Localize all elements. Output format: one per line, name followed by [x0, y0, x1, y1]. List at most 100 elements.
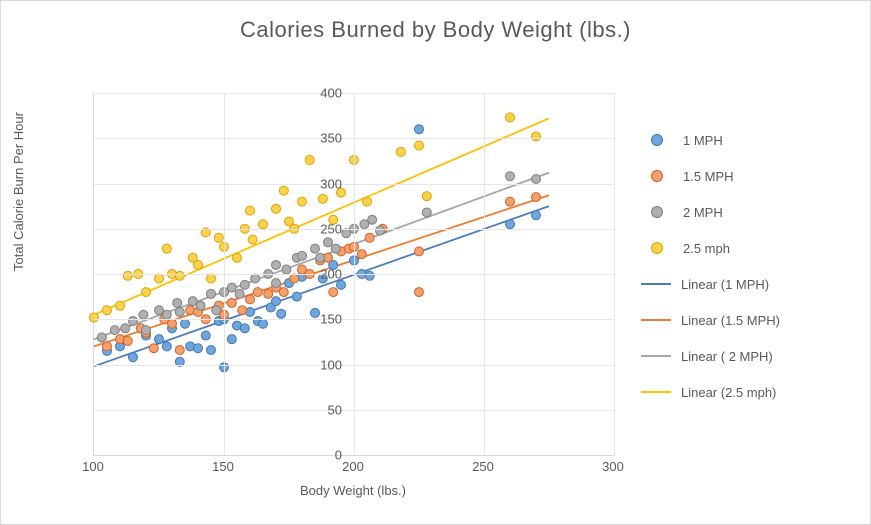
- data-point: [175, 346, 184, 355]
- data-point: [207, 274, 216, 283]
- data-point: [123, 336, 132, 345]
- data-point: [415, 141, 424, 150]
- data-point: [422, 208, 431, 217]
- data-point: [162, 342, 171, 351]
- y-tick-label: 150: [302, 312, 342, 327]
- data-point: [246, 206, 255, 215]
- data-point: [272, 279, 281, 288]
- data-point: [246, 295, 255, 304]
- legend-item: Linear ( 2 MPH): [641, 347, 856, 365]
- data-point: [233, 253, 242, 262]
- data-point: [415, 125, 424, 134]
- y-axis-label: Total Calorie Burn Per Hour: [11, 112, 26, 271]
- y-tick-label: 400: [302, 86, 342, 101]
- data-point: [357, 250, 366, 259]
- data-point: [422, 192, 431, 201]
- data-point: [139, 310, 148, 319]
- data-point: [142, 288, 151, 297]
- y-tick-label: 300: [302, 176, 342, 191]
- legend-label: 2 MPH: [683, 205, 723, 220]
- data-point: [259, 319, 268, 328]
- x-tick-label: 250: [463, 459, 503, 474]
- legend-item: Linear (2.5 mph): [641, 383, 856, 401]
- data-point: [162, 244, 171, 253]
- legend-label: Linear (1.5 MPH): [681, 313, 780, 328]
- x-axis-label: Body Weight (lbs.): [93, 483, 613, 498]
- data-point: [282, 265, 291, 274]
- data-point: [329, 288, 338, 297]
- data-point: [235, 289, 244, 298]
- legend-label: Linear (2.5 mph): [681, 385, 776, 400]
- data-point: [201, 331, 210, 340]
- data-point: [279, 186, 288, 195]
- data-point: [238, 306, 247, 315]
- data-point: [129, 317, 138, 326]
- data-point: [110, 326, 119, 335]
- data-point: [305, 155, 314, 164]
- plot-area: [93, 93, 614, 456]
- data-point: [181, 319, 190, 328]
- data-point: [532, 211, 541, 220]
- y-tick-label: 50: [302, 402, 342, 417]
- data-point: [259, 220, 268, 229]
- data-point: [121, 324, 130, 333]
- legend-item: 1.5 MPH: [641, 167, 856, 185]
- data-point: [506, 113, 515, 122]
- y-tick-label: 350: [302, 131, 342, 146]
- data-point: [506, 197, 515, 206]
- data-point: [103, 342, 112, 351]
- gridline-v: [484, 93, 485, 455]
- legend: 1 MPH1.5 MPH 2 MPH2.5 mphLinear (1 MPH)L…: [641, 131, 856, 419]
- data-point: [532, 132, 541, 141]
- data-point: [142, 326, 151, 335]
- gridline-v: [354, 93, 355, 455]
- data-point: [279, 288, 288, 297]
- y-tick-label: 200: [302, 267, 342, 282]
- data-point: [212, 306, 221, 315]
- data-point: [277, 309, 286, 318]
- data-point: [253, 288, 262, 297]
- legend-label: Linear (1 MPH): [681, 277, 769, 292]
- data-point: [365, 233, 374, 242]
- data-point: [90, 313, 99, 322]
- data-point: [97, 333, 106, 342]
- data-point: [116, 301, 125, 310]
- data-point: [207, 346, 216, 355]
- data-point: [240, 280, 249, 289]
- data-point: [363, 197, 372, 206]
- data-point: [103, 306, 112, 315]
- data-point: [264, 289, 273, 298]
- legend-marker-icon: [651, 206, 663, 218]
- y-tick-label: 100: [302, 357, 342, 372]
- chart-title: Calories Burned by Body Weight (lbs.): [1, 17, 870, 43]
- data-point: [290, 274, 299, 283]
- data-point: [155, 274, 164, 283]
- gridline-v: [614, 93, 615, 455]
- data-point: [376, 226, 385, 235]
- data-point: [248, 235, 257, 244]
- data-point: [298, 251, 307, 260]
- data-point: [272, 297, 281, 306]
- data-point: [251, 274, 260, 283]
- data-point: [415, 247, 424, 256]
- data-point: [316, 253, 325, 262]
- data-point: [272, 260, 281, 269]
- gridline-v: [224, 93, 225, 455]
- legend-item: Linear (1 MPH): [641, 275, 856, 293]
- data-point: [155, 335, 164, 344]
- legend-label: 2.5 mph: [683, 241, 730, 256]
- data-point: [272, 204, 281, 213]
- legend-marker-icon: [651, 134, 663, 146]
- data-point: [168, 319, 177, 328]
- legend-line-icon: [641, 391, 671, 393]
- data-point: [194, 344, 203, 353]
- legend-line-icon: [641, 283, 671, 285]
- legend-marker-icon: [651, 242, 663, 254]
- data-point: [240, 324, 249, 333]
- data-point: [129, 353, 138, 362]
- data-point: [532, 174, 541, 183]
- legend-item: 2 MPH: [641, 203, 856, 221]
- data-point: [532, 193, 541, 202]
- legend-line-icon: [641, 355, 671, 357]
- data-point: [324, 238, 333, 247]
